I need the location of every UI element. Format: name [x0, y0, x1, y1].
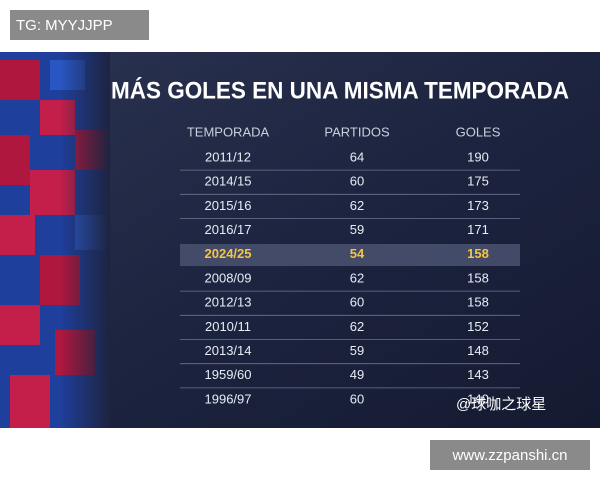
table-cell: 60 — [350, 174, 364, 189]
table-cell: 2008/09 — [205, 270, 252, 285]
table-cell: 2015/16 — [205, 198, 252, 213]
table-cell: 2011/12 — [205, 149, 251, 164]
highlight-band — [180, 244, 520, 266]
tag-text: TG: MYYJJPP — [16, 17, 113, 34]
table-cell: 64 — [350, 149, 364, 164]
table-cell: 59 — [350, 343, 364, 358]
column-header: TEMPORADA — [187, 124, 270, 139]
column-header: GOLES — [456, 124, 501, 139]
table-cell: 2010/11 — [205, 319, 251, 334]
table-cell: 2014/15 — [205, 174, 252, 189]
table-cell: 62 — [350, 198, 364, 213]
column-header: PARTIDOS — [324, 124, 390, 139]
table-cell: 143 — [467, 367, 489, 382]
watermark: @球咖之球星 — [456, 396, 546, 413]
table-cell: 171 — [467, 222, 489, 237]
table-cell: 148 — [467, 343, 489, 358]
table-cell: 158 — [467, 295, 489, 310]
table-cell: 49 — [350, 367, 364, 382]
table-cell: 2016/17 — [205, 222, 252, 237]
table-cell: 62 — [350, 270, 364, 285]
table-cell: 1996/97 — [205, 391, 252, 406]
table-cell: 190 — [467, 149, 489, 164]
table-cell: 2013/14 — [205, 343, 252, 358]
table-cell: 2012/13 — [205, 295, 252, 310]
poster: MÁS GOLES EN UNA MISMA TEMPORADA — [0, 52, 600, 428]
table-cell: 54 — [350, 246, 365, 261]
footer-text: www.zzpanshi.cn — [451, 447, 567, 464]
table-cell: 158 — [467, 246, 489, 261]
table-cell: 2024/25 — [205, 246, 252, 261]
tag-box — [10, 10, 149, 40]
table-cell: 60 — [350, 391, 364, 406]
table-cell: 59 — [350, 222, 364, 237]
table-cell: 173 — [467, 198, 489, 213]
table-cell: 62 — [350, 319, 364, 334]
table-cell: 158 — [467, 270, 489, 285]
club-pattern — [0, 52, 110, 428]
footer-box — [430, 440, 590, 470]
table-cell: 152 — [467, 319, 489, 334]
poster-title: MÁS GOLES EN UNA MISMA TEMPORADA — [111, 76, 569, 104]
table: TEMPORADA PARTIDOS GOLES 2011/12 64 190 2014/1… — [180, 124, 520, 406]
table-cell: 60 — [350, 295, 364, 310]
table-cell: 1959/60 — [205, 367, 252, 382]
table-cell: 140 — [467, 391, 489, 406]
table-cell: 175 — [467, 174, 489, 189]
